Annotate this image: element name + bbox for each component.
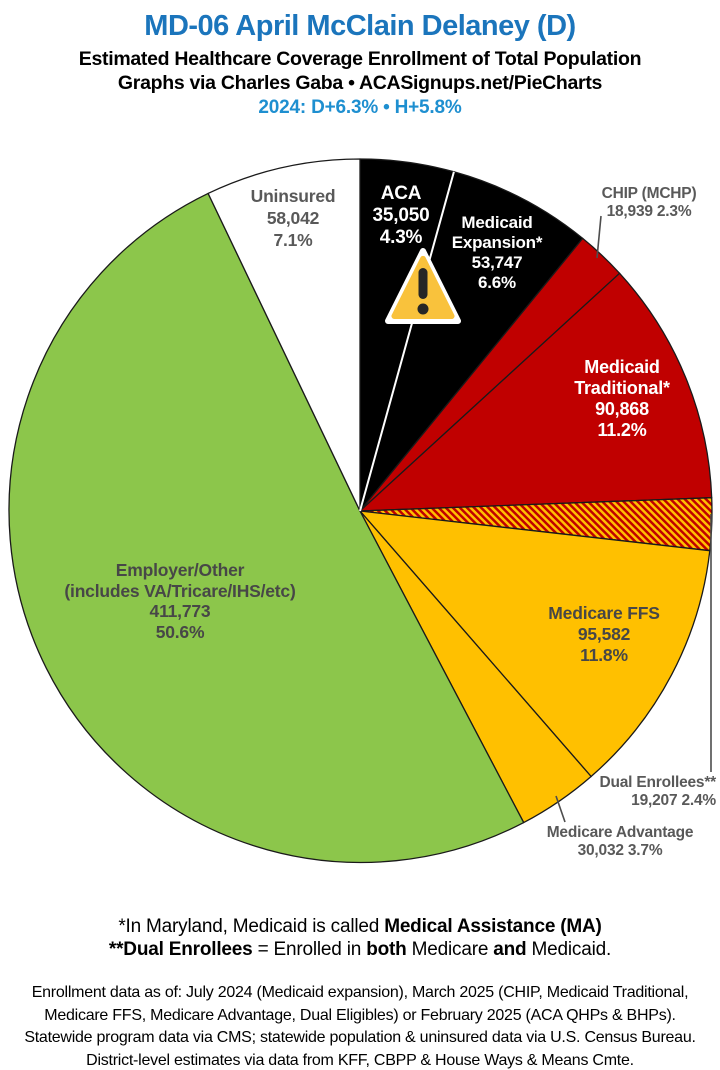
attribution-line: Graphs via Charles Gaba • ACASignups.net…: [117, 72, 603, 94]
medicare-advantage-leader-line: [555, 795, 566, 823]
source-line: District-level estimates via data from K…: [86, 1051, 634, 1069]
slice-label-medicaid-traditional: Medicaid Traditional* 90,868 11.2%: [574, 357, 670, 440]
pie-slice-uninsured: [207, 158, 361, 512]
slice-label-dual: Dual Enrollees** 19,207 2.4%: [599, 774, 716, 809]
pie-slice-employer: [8, 192, 525, 864]
slice-label-uninsured: Uninsured 58,042 7.1%: [250, 186, 336, 250]
slice-label-medicaid-expansion: Medicaid Expansion* 53,747 6.6%: [451, 213, 543, 292]
source-line: Enrollment data as of: July 2024 (Medica…: [31, 984, 689, 1001]
pie-slice-medicaid-expansion: [359, 171, 584, 512]
page-title: MD-06 April McClain Delaney (D): [144, 10, 576, 42]
footnote-dual-enrollees: **Dual Enrollees = Enrolled in both Medi…: [108, 939, 612, 960]
slice-label-medicare-ffs: Medicare FFS 95,582 11.8%: [548, 603, 660, 665]
slice-label-medicare-advantage: Medicare Advantage 30,032 3.7%: [546, 824, 694, 859]
warning-icon: [385, 248, 461, 324]
data-source-paragraph: Enrollment data as of: July 2024 (Medica…: [0, 982, 720, 1070]
slice-label-aca: ACA 35,050 4.3%: [372, 183, 430, 248]
source-line: Medicare FFS, Medicare Advantage, Dual E…: [44, 1006, 676, 1024]
slice-label-employer: Employer/Other (includes VA/Tricare/IHS/e…: [64, 560, 296, 642]
source-line: Statewide program data via CMS; statewid…: [24, 1029, 696, 1046]
footnote-medicaid-name: *In Maryland, Medicaid is called Medical…: [118, 916, 602, 937]
partisan-lean-line: 2024: D+6.3% • H+5.8%: [258, 97, 462, 118]
slice-label-chip: CHIP (MCHP) 18,939 2.3%: [601, 185, 697, 220]
aca-expansion-divider-line: [359, 171, 455, 512]
pie-slice-medicare-ffs: [359, 510, 711, 778]
chip-leader-line: [596, 215, 602, 259]
chart-subtitle: Estimated Healthcare Coverage Enrollment…: [78, 48, 642, 70]
pie-slice-medicaid-traditional: [359, 272, 713, 512]
